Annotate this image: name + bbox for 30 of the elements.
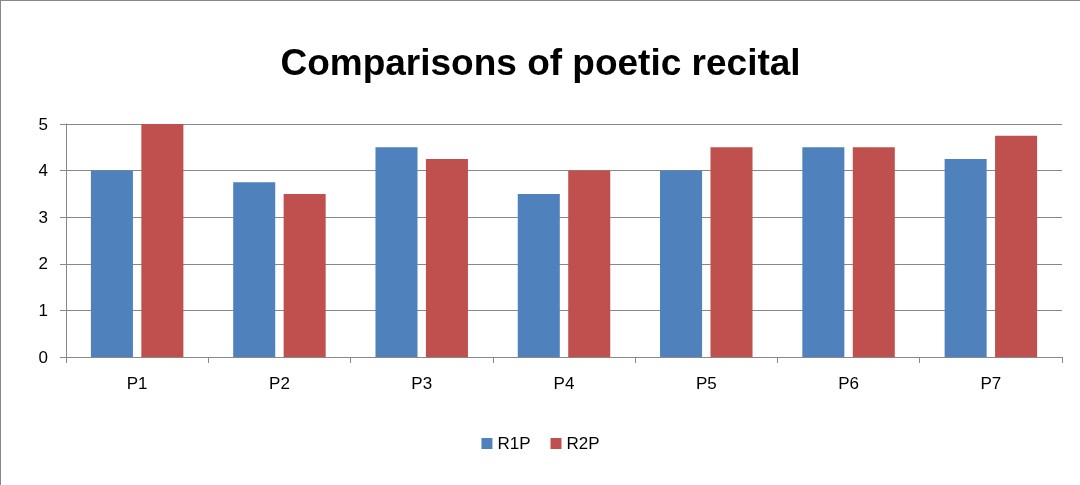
bar — [375, 147, 418, 357]
y-tick-label: 5 — [38, 114, 48, 134]
bar — [90, 170, 133, 357]
x-tick-label: P4 — [553, 374, 575, 393]
bar — [283, 193, 326, 357]
y-tick-label: 2 — [38, 254, 48, 274]
chart-title: Comparisons of poetic recital — [280, 42, 801, 83]
y-tick-label: 3 — [38, 207, 48, 227]
y-tick-label: 1 — [38, 300, 48, 320]
x-tick-label: P7 — [980, 374, 1002, 393]
x-tick-label: P5 — [695, 374, 717, 393]
x-tick-label: P1 — [126, 374, 148, 393]
x-tick-label: P3 — [411, 374, 433, 393]
x-tick-label: P6 — [838, 374, 859, 393]
bar — [233, 182, 276, 357]
bar — [425, 158, 468, 357]
bar — [944, 158, 987, 357]
legend-label: R1P — [497, 434, 531, 453]
y-tick-label: 4 — [38, 161, 48, 181]
bar — [568, 170, 611, 357]
legend-label: R2P — [566, 434, 600, 453]
bar — [141, 124, 184, 357]
bar — [802, 147, 845, 357]
bar — [710, 147, 753, 357]
y-tick-label: 0 — [38, 347, 48, 367]
bar — [852, 147, 895, 357]
bar — [517, 193, 560, 357]
x-tick-label: P2 — [269, 374, 290, 393]
bar — [995, 135, 1038, 357]
bar — [660, 170, 703, 357]
